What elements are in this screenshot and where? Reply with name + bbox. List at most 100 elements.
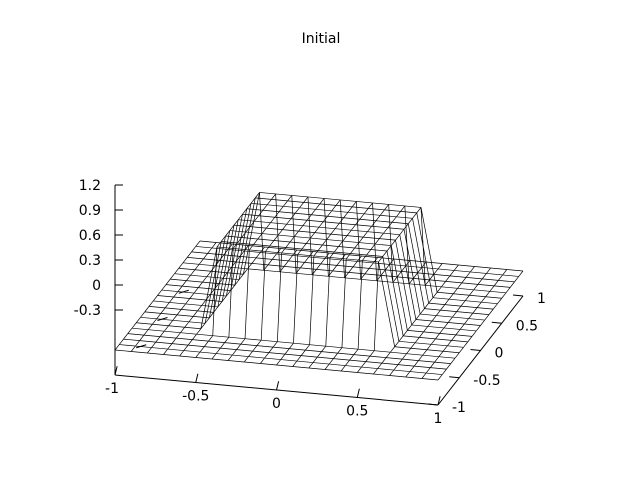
mesh-line bbox=[319, 203, 337, 206]
mesh-line bbox=[481, 273, 487, 280]
mesh-line bbox=[342, 235, 348, 242]
mesh-line bbox=[339, 217, 344, 224]
mesh-line bbox=[180, 327, 185, 333]
mesh-line bbox=[131, 322, 137, 329]
mesh-line bbox=[302, 225, 320, 228]
mesh-line bbox=[382, 256, 400, 342]
mesh-line bbox=[411, 319, 417, 326]
mesh-line bbox=[313, 251, 330, 254]
mesh-line bbox=[268, 346, 274, 353]
mesh-line bbox=[270, 217, 276, 223]
mesh-line bbox=[135, 317, 141, 323]
mesh-line bbox=[169, 302, 186, 305]
mesh-line bbox=[438, 356, 456, 359]
mesh-line bbox=[236, 343, 242, 350]
mesh-line bbox=[253, 244, 270, 247]
mesh-line bbox=[156, 318, 173, 321]
mesh-line bbox=[221, 219, 239, 302]
mesh-line bbox=[266, 227, 283, 230]
mesh-line bbox=[330, 228, 336, 235]
mesh-line bbox=[254, 220, 271, 224]
mesh-line bbox=[298, 230, 315, 233]
mesh-line bbox=[123, 338, 140, 341]
mesh-line bbox=[244, 249, 250, 339]
mesh-line bbox=[226, 290, 231, 297]
mesh-line bbox=[194, 269, 212, 272]
mesh-line bbox=[351, 224, 356, 231]
mesh-line bbox=[211, 247, 229, 250]
mesh-line bbox=[236, 349, 253, 352]
mesh-line bbox=[377, 257, 394, 260]
mesh-line bbox=[326, 233, 332, 240]
y-tick-mark bbox=[470, 349, 481, 351]
mesh-line bbox=[135, 340, 140, 347]
mesh-line bbox=[201, 299, 207, 306]
mesh-line bbox=[340, 365, 346, 372]
mesh-line bbox=[273, 234, 279, 241]
mesh-line bbox=[439, 333, 456, 336]
mesh-line bbox=[342, 240, 359, 243]
mesh-line bbox=[497, 298, 503, 304]
mesh-line bbox=[179, 350, 185, 357]
mesh-line bbox=[390, 351, 407, 355]
mesh-line bbox=[224, 336, 230, 343]
mesh-line bbox=[262, 204, 268, 211]
mesh-line bbox=[465, 300, 482, 303]
mesh-line bbox=[231, 266, 248, 270]
mesh-line bbox=[318, 250, 335, 253]
mesh-line bbox=[216, 241, 222, 248]
mesh-line bbox=[147, 347, 152, 354]
mesh-line bbox=[196, 328, 202, 335]
mesh-line bbox=[352, 206, 369, 209]
mesh-line bbox=[384, 204, 389, 211]
mesh-line bbox=[201, 305, 218, 308]
mesh-line bbox=[218, 283, 235, 286]
mesh-line bbox=[245, 226, 251, 233]
x-tick-label: 1 bbox=[434, 411, 443, 427]
mesh-line bbox=[243, 245, 249, 252]
mesh-line bbox=[437, 291, 454, 295]
mesh-line bbox=[208, 335, 214, 342]
mesh-line bbox=[409, 283, 426, 286]
mesh-line bbox=[221, 295, 227, 302]
mesh-line bbox=[292, 366, 309, 369]
mesh-line bbox=[312, 356, 318, 363]
mesh-line bbox=[284, 353, 302, 356]
mesh-line bbox=[509, 281, 515, 288]
mesh-line bbox=[375, 243, 392, 246]
mesh-line bbox=[234, 203, 252, 286]
mesh-line bbox=[151, 347, 168, 350]
mesh-line bbox=[143, 329, 149, 336]
mesh-line bbox=[212, 335, 229, 338]
mesh-line bbox=[415, 319, 433, 322]
mesh-line bbox=[321, 345, 327, 352]
mesh-line bbox=[286, 223, 303, 227]
mesh-line bbox=[406, 353, 423, 356]
mesh-line bbox=[450, 357, 456, 364]
mesh-line bbox=[392, 281, 410, 285]
mesh-line bbox=[401, 271, 418, 274]
mesh-line bbox=[485, 291, 491, 297]
mesh-line bbox=[280, 353, 286, 360]
mesh-line bbox=[489, 290, 507, 294]
x-tick-mark bbox=[114, 366, 118, 376]
mesh-line bbox=[159, 330, 165, 337]
mesh-line bbox=[200, 323, 206, 329]
mesh-line bbox=[267, 264, 285, 267]
mesh-line bbox=[402, 330, 408, 337]
mesh-line bbox=[199, 346, 205, 353]
mesh-line bbox=[389, 369, 395, 376]
mesh-line bbox=[291, 195, 297, 274]
mesh-line bbox=[379, 232, 384, 239]
mesh-line bbox=[430, 361, 435, 368]
mesh-line bbox=[188, 344, 205, 347]
mesh-line bbox=[464, 295, 470, 301]
mesh-line bbox=[322, 239, 327, 246]
mesh-line bbox=[257, 233, 263, 240]
mesh-line bbox=[203, 253, 208, 260]
mesh-line bbox=[127, 333, 144, 336]
mesh-line bbox=[157, 289, 163, 296]
mesh-line bbox=[202, 276, 208, 283]
mesh-line bbox=[217, 225, 235, 308]
